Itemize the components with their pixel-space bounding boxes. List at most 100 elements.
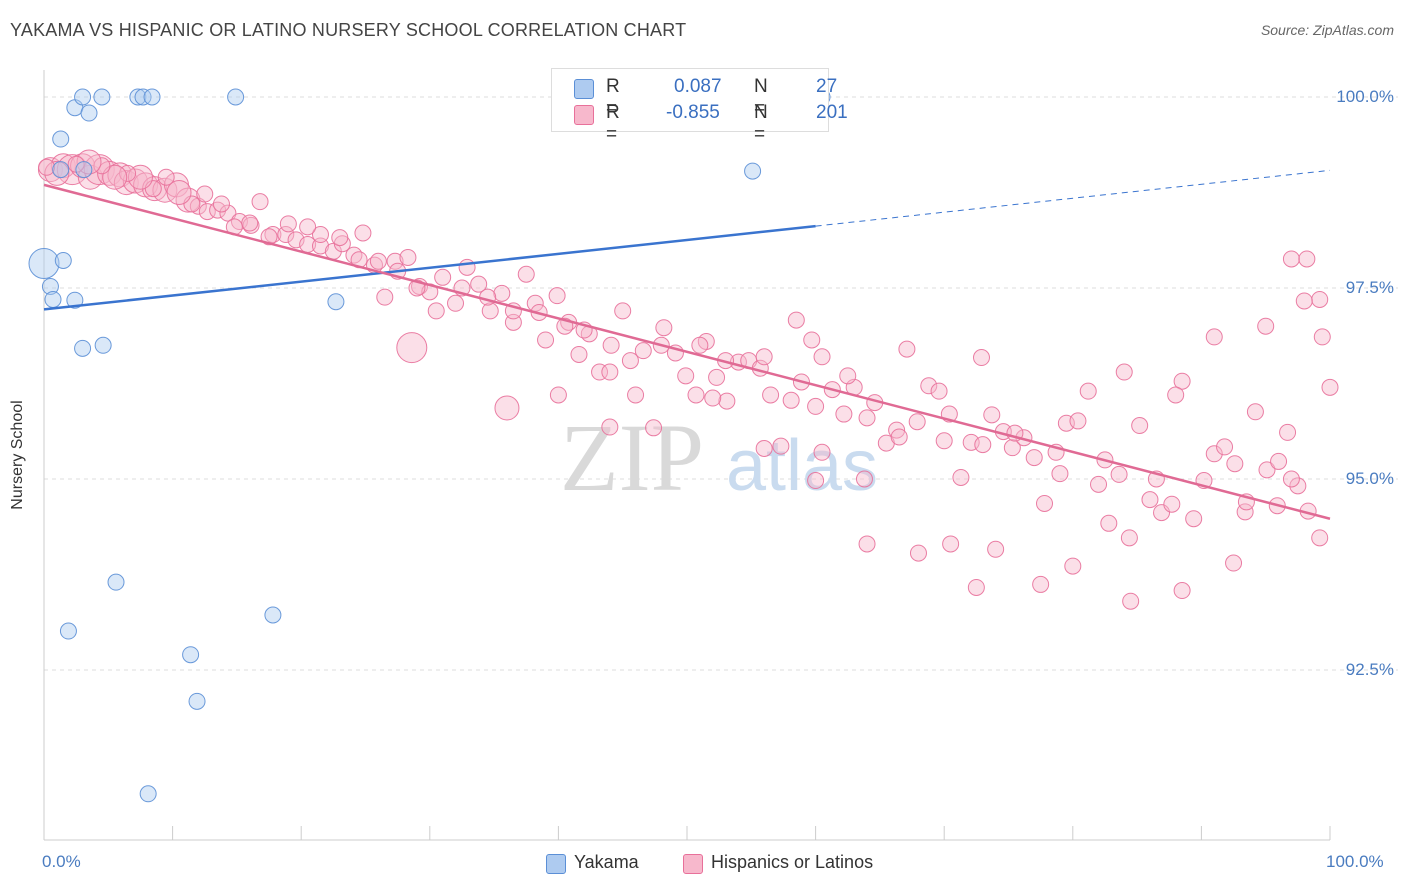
legend-r-value: -0.855 bbox=[666, 102, 720, 123]
hispanic-point bbox=[1321, 378, 1339, 396]
hispanic-point bbox=[517, 265, 535, 283]
hispanic-points bbox=[37, 149, 1339, 610]
hispanic-point bbox=[458, 258, 476, 276]
hispanic-point bbox=[1036, 494, 1054, 512]
yakama-point bbox=[75, 161, 93, 179]
hispanic-point bbox=[219, 204, 237, 222]
hispanic-point bbox=[858, 409, 876, 427]
hispanic-point bbox=[1289, 477, 1307, 495]
hispanic-point bbox=[807, 397, 825, 415]
yakama-point bbox=[52, 161, 70, 179]
hispanic-point bbox=[755, 348, 773, 366]
hispanic-point bbox=[345, 246, 363, 264]
hispanic-point bbox=[1270, 452, 1288, 470]
hispanic-point bbox=[987, 540, 1005, 558]
hispanic-point bbox=[38, 158, 56, 176]
hispanic-point bbox=[803, 331, 821, 349]
hispanic-point bbox=[813, 348, 831, 366]
hispanic-point bbox=[157, 168, 175, 186]
hispanic-point bbox=[627, 386, 645, 404]
hispanic-point bbox=[621, 352, 639, 370]
legend-r-label: R = bbox=[606, 102, 620, 145]
trend-lines bbox=[43, 169, 1331, 520]
hispanic-point bbox=[1051, 465, 1069, 483]
y-tick-95: 95.0% bbox=[1345, 469, 1394, 488]
yakama-trend-extension bbox=[815, 169, 1331, 227]
hispanic-point bbox=[908, 413, 926, 431]
hispanic-point bbox=[601, 363, 619, 381]
hispanic-point bbox=[1216, 438, 1234, 456]
yakama-point bbox=[143, 88, 161, 106]
hispanic-point bbox=[470, 275, 488, 293]
hispanic-point bbox=[1279, 423, 1297, 441]
hispanic-point bbox=[591, 363, 609, 381]
hispanic-point bbox=[196, 185, 214, 203]
hispanic-point bbox=[1090, 475, 1108, 493]
yakama-point bbox=[80, 104, 98, 122]
hispanic-point bbox=[755, 439, 773, 457]
yakama-point bbox=[188, 692, 206, 710]
yakama-point bbox=[44, 290, 62, 308]
hispanic-point bbox=[1298, 250, 1316, 268]
hispanic-point bbox=[691, 336, 709, 354]
hispanic-point bbox=[708, 368, 726, 386]
hispanic-point bbox=[1282, 470, 1300, 488]
hispanic-point bbox=[645, 419, 663, 437]
hispanic-point bbox=[1173, 582, 1191, 600]
hispanic-point bbox=[122, 168, 148, 194]
hispanic-point bbox=[570, 345, 588, 363]
hispanic-point bbox=[718, 392, 736, 410]
hispanic-point bbox=[858, 535, 876, 553]
hispanic-point bbox=[376, 288, 394, 306]
hispanic-point bbox=[102, 164, 128, 190]
yakama-point bbox=[52, 130, 70, 148]
hispanic-point bbox=[898, 340, 916, 358]
hispanic-point bbox=[1258, 461, 1276, 479]
bottom-legend-label: Yakama bbox=[574, 852, 639, 872]
hispanic-point bbox=[277, 226, 295, 244]
hispanic-point bbox=[1110, 465, 1128, 483]
hispanic-point bbox=[974, 436, 992, 454]
hispanic-point bbox=[1311, 529, 1329, 547]
hispanic-point bbox=[1225, 554, 1243, 572]
hispanic-point bbox=[1226, 455, 1244, 473]
yakama-point bbox=[54, 251, 72, 269]
hispanic-point bbox=[983, 406, 1001, 424]
hispanic-point bbox=[369, 252, 387, 270]
y-tick-97-5: 97.5% bbox=[1345, 278, 1394, 297]
hispanic-point bbox=[839, 367, 857, 385]
hispanic-point bbox=[1282, 250, 1300, 268]
hispanic-point bbox=[1246, 403, 1264, 421]
axes bbox=[43, 70, 1331, 841]
hispanic-point bbox=[762, 386, 780, 404]
legend-swatch-blue bbox=[574, 79, 594, 99]
hispanic-point bbox=[614, 302, 632, 320]
source-label: Source: ZipAtlas.com bbox=[1260, 22, 1394, 38]
bottom-legend-label: Hispanics or Latinos bbox=[711, 852, 874, 872]
hispanic-point bbox=[967, 578, 985, 596]
hispanic-point bbox=[920, 377, 938, 395]
hispanic-point bbox=[601, 418, 619, 436]
yakama-point bbox=[41, 277, 59, 295]
yakama-point bbox=[93, 88, 111, 106]
hispanic-point bbox=[1257, 317, 1275, 335]
hispanic-point bbox=[251, 193, 269, 211]
hispanic-point bbox=[260, 228, 278, 246]
hispanic-point bbox=[399, 248, 417, 266]
hispanic-point bbox=[1064, 557, 1082, 575]
x-tick-0: 0.0% bbox=[42, 852, 81, 871]
yakama-point bbox=[107, 573, 125, 591]
legend-n-label: N = bbox=[754, 76, 768, 119]
hispanic-point bbox=[677, 367, 695, 385]
hispanic-point bbox=[1003, 439, 1021, 457]
hispanic-point bbox=[127, 164, 153, 190]
hispanic-point bbox=[1167, 386, 1185, 404]
hispanic-point bbox=[807, 472, 825, 490]
legend-n-label: N = bbox=[754, 102, 768, 145]
hispanic-point bbox=[687, 386, 705, 404]
hispanic-point bbox=[494, 395, 520, 421]
hispanic-point bbox=[354, 224, 372, 242]
hispanic-point bbox=[1163, 495, 1181, 513]
hispanic-point bbox=[1122, 592, 1140, 610]
hispanic-point bbox=[909, 544, 927, 562]
